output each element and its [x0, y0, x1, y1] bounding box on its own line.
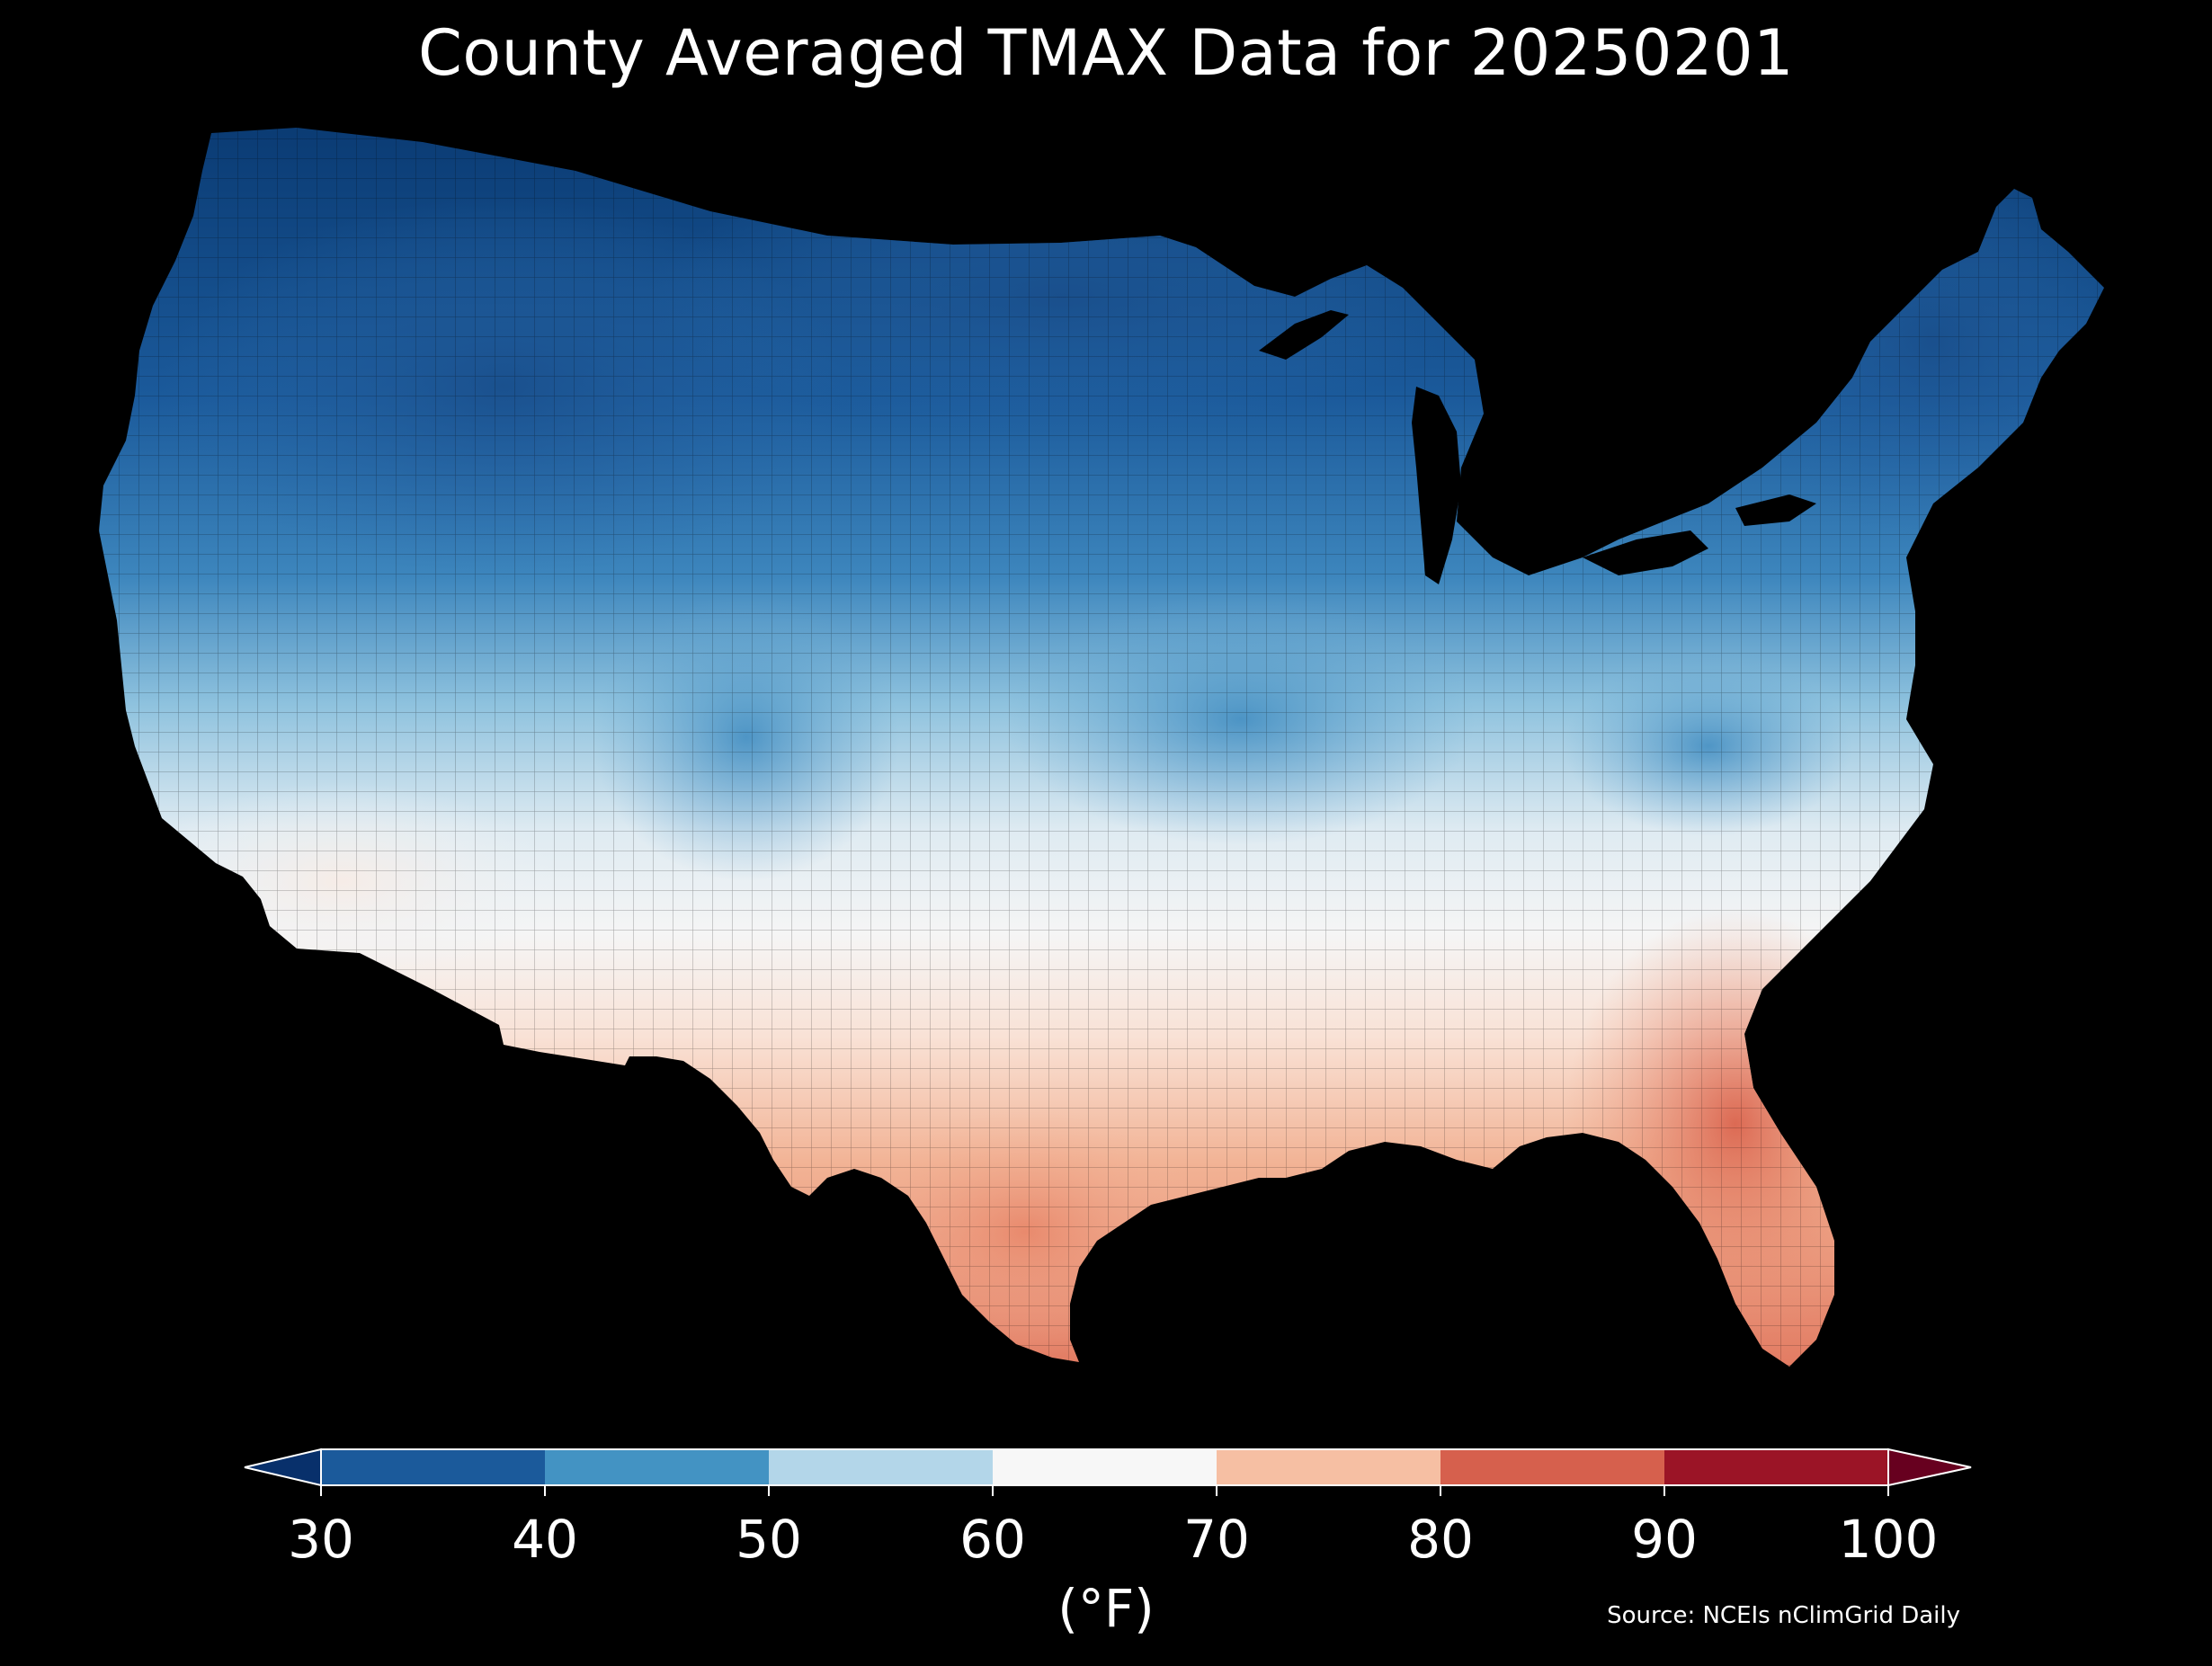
- colorbar-tick-30: 30: [288, 1509, 354, 1570]
- colorbar-bin: [1440, 1449, 1664, 1485]
- colorbar-tick-80: 80: [1407, 1509, 1474, 1570]
- colorbar-tick-100: 100: [1838, 1509, 1939, 1570]
- colorbar-unit-label: (°F): [1057, 1578, 1155, 1639]
- colorbar-tick-90: 90: [1631, 1509, 1698, 1570]
- colorbar-under-arrow: [244, 1448, 322, 1487]
- colorbar-bin: [993, 1449, 1217, 1485]
- colorbar-tick-50: 50: [736, 1509, 802, 1570]
- great-lakes: [1259, 310, 1816, 584]
- colorbar-bin: [1217, 1449, 1440, 1485]
- colorbar: [244, 1448, 1972, 1496]
- map-title: County Averaged TMAX Data for 20250201: [417, 16, 1795, 90]
- colorbar-bin: [545, 1449, 769, 1485]
- colorbar-bin: [321, 1449, 545, 1485]
- colorbar-tick-40: 40: [512, 1509, 578, 1570]
- colorbar-tick-60: 60: [959, 1509, 1026, 1570]
- colorbar-bin: [1664, 1449, 1888, 1485]
- source-note: Source: NCEIs nClimGrid Daily: [1607, 1602, 1960, 1629]
- colorbar-bin: [769, 1449, 993, 1485]
- colorbar-over-arrow: [1887, 1448, 1972, 1487]
- colorbar-tick-70: 70: [1183, 1509, 1250, 1570]
- county-choropleth: [99, 128, 2104, 1367]
